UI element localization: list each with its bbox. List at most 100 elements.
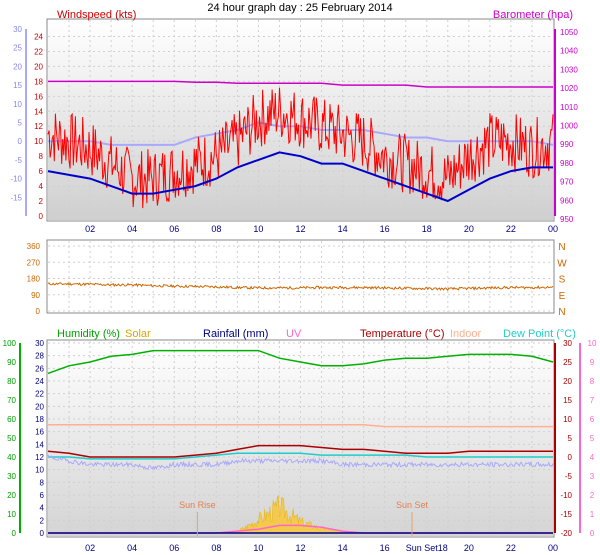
- temperature-axis: 30 25 20 15 10 5 0 -5 -10 -15 -20: [554, 339, 573, 538]
- wind-x-tick-label: 10: [253, 224, 263, 234]
- climate-x-tick-label: 00: [548, 543, 558, 553]
- uv-tick-label: 2: [590, 491, 595, 500]
- barometer-axis: 1050 1040 1030 1020 1010 1000 990 980 970 960 950: [554, 28, 578, 224]
- rainfall-tick-label: 28: [35, 352, 44, 361]
- temperature-tick-label: 10: [563, 415, 572, 424]
- legend-indoor: Indoor: [450, 328, 482, 340]
- barometer-line: [48, 80, 553, 88]
- wind-x-tick-label: 22: [506, 224, 516, 234]
- climate-x-tick-label: 22: [506, 543, 516, 553]
- uv-tick-label: 4: [590, 453, 595, 462]
- wind-x-tick-label: 08: [211, 224, 221, 234]
- rainfall-tick-label: 24: [35, 377, 44, 386]
- temperature-tick-label: 15: [563, 396, 572, 405]
- barometer-tick-label: 950: [560, 215, 574, 224]
- humidity-tick-label: 60: [7, 415, 16, 424]
- direction-tick-label: 0: [36, 307, 41, 316]
- climate-x-axis: 02 04 06 08 10 12 14 16 Sun Set18 20 22 00: [85, 543, 558, 553]
- temperature-tick-label: -15: [560, 510, 572, 519]
- rainfall-tick-label: 20: [35, 402, 44, 411]
- humidity-tick-label: 20: [7, 491, 16, 500]
- windspeed-axis-label: Windspeed (kts): [57, 9, 136, 21]
- legend-dewpoint: Dew Point (°C): [503, 328, 576, 340]
- direction-tick-label: 360: [27, 242, 41, 251]
- windspeed-tick-label: 18: [34, 77, 43, 86]
- rainfall-tick-label: 10: [35, 466, 44, 475]
- barometer-axis-label: Barometer (hpa): [493, 9, 573, 21]
- climate-x-tick-label: 16: [380, 543, 390, 553]
- temperature-tick-label: -10: [10, 175, 22, 184]
- humidity-tick-label: 30: [7, 472, 16, 481]
- windspeed-tick-label: 8: [39, 152, 44, 161]
- windspeed-tick-label: 10: [34, 137, 43, 146]
- barometer-tick-label: 1010: [560, 103, 578, 112]
- temperature-tick-label: -5: [565, 472, 573, 481]
- climate-x-tick-label: 20: [464, 543, 474, 553]
- wind-x-tick-label: 00: [548, 224, 558, 234]
- rainfall-tick-label: 18: [35, 415, 44, 424]
- barometer-tick-label: 1000: [560, 122, 578, 131]
- windspeed-tick-label: 2: [39, 197, 44, 206]
- uv-tick-label: 3: [590, 472, 595, 481]
- uv-tick-label: 7: [590, 396, 595, 405]
- wind-direction-line: [47, 282, 554, 292]
- climate-x-tick-label: Sun Set18: [406, 543, 448, 553]
- temperature-axis-top: 30 25 20 15 10 5 0 -5 -10 -15: [10, 25, 27, 216]
- wind-x-tick-label: 20: [464, 224, 474, 234]
- temperature-tick-label: -10: [560, 491, 572, 500]
- climate-x-tick-label: 14: [338, 543, 348, 553]
- barometer-tick-label: 1020: [560, 84, 578, 93]
- temperature-tick-label: 25: [13, 44, 22, 53]
- wind-x-tick-label: 12: [295, 224, 305, 234]
- windspeed-tick-label: 12: [34, 122, 43, 131]
- outer-temperature-line: [47, 454, 554, 471]
- sunset-label: Sun Set: [396, 500, 429, 510]
- climate-plot-background: [48, 341, 553, 536]
- rainfall-tick-label: 30: [35, 339, 44, 348]
- legend-rainfall: Rainfall (mm): [203, 328, 268, 340]
- uv-tick-label: 10: [588, 339, 597, 348]
- temperature-tick-label: -5: [15, 156, 23, 165]
- humidity-tick-label: 100: [3, 339, 17, 348]
- direction-series: [47, 282, 554, 292]
- climate-x-tick-label: 06: [169, 543, 179, 553]
- barometer-tick-label: 970: [560, 178, 574, 187]
- temperature-line: [47, 444, 553, 458]
- compass-label: N: [558, 242, 565, 253]
- rainfall-tick-label: 2: [40, 516, 45, 525]
- direction-grid: [48, 241, 553, 312]
- rainfall-tick-label: 14: [35, 440, 44, 449]
- direction-tick-label: 90: [31, 291, 40, 300]
- temperature-tick-label: 15: [13, 81, 22, 90]
- rainfall-tick-label: 26: [35, 364, 44, 373]
- rainfall-tick-label: 12: [35, 453, 44, 462]
- humidity-tick-label: 50: [7, 434, 16, 443]
- barometer-tick-label: 980: [560, 159, 574, 168]
- rainfall-tick-label: 8: [40, 478, 45, 487]
- temperature-tick-label: -15: [10, 193, 22, 202]
- humidity-tick-label: 0: [12, 529, 17, 538]
- humidity-tick-label: 40: [7, 453, 16, 462]
- wind-x-tick-label: 14: [338, 224, 348, 234]
- windspeed-line: [47, 87, 554, 209]
- indoor-temperature-line: [48, 423, 553, 428]
- temperature-tick-label: 5: [568, 434, 573, 443]
- wind-panel: Windspeed (kts) Barometer (hpa) 24222018…: [10, 9, 578, 234]
- barometer-tick-label: 1050: [560, 28, 578, 37]
- climate-series: [47, 349, 554, 534]
- uv-tick-label: 1: [590, 510, 595, 519]
- temperature-tick-label: 25: [563, 358, 572, 367]
- uv-tick-label: 5: [590, 434, 595, 443]
- temperature-tick-label: 30: [13, 25, 22, 34]
- windspeed-tick-label: 4: [39, 182, 44, 191]
- compass-label: E: [559, 291, 566, 302]
- windspeed-tick-label: 24: [34, 32, 43, 41]
- uv-tick-label: 0: [590, 529, 595, 538]
- temperature-tick-label: 0: [18, 137, 23, 146]
- temperature-tick-label: 20: [563, 377, 572, 386]
